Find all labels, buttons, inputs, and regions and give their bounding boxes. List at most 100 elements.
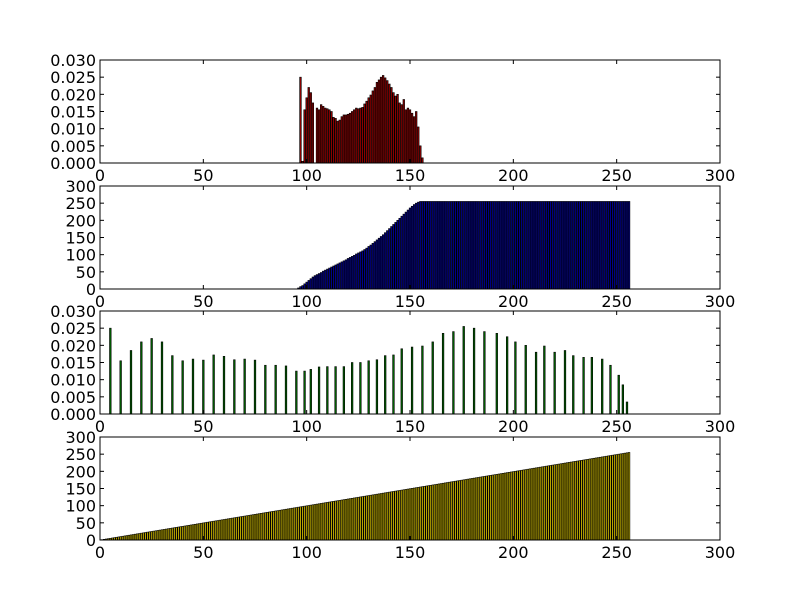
bar <box>479 201 482 290</box>
bar <box>297 506 300 541</box>
bar <box>348 257 352 290</box>
bar <box>402 489 405 541</box>
x-tick-label: 200 <box>498 292 529 311</box>
bar <box>514 341 517 415</box>
bar <box>353 109 356 164</box>
bar <box>419 486 422 541</box>
y-tick-label: 0.020 <box>50 85 96 104</box>
bar <box>138 533 141 541</box>
bar <box>154 530 157 541</box>
bar <box>125 535 128 541</box>
bar <box>346 113 350 164</box>
bar <box>491 474 494 541</box>
bar <box>317 503 321 541</box>
bar <box>373 241 376 290</box>
bar <box>119 360 122 415</box>
bar <box>619 453 622 541</box>
bar <box>578 460 581 541</box>
bar <box>590 458 593 541</box>
x-tick-label: 300 <box>705 292 736 311</box>
bar <box>330 111 333 164</box>
bar <box>462 479 465 541</box>
bar <box>537 201 540 290</box>
bar <box>468 201 472 290</box>
bar <box>547 465 550 541</box>
bar <box>353 497 356 541</box>
bar <box>191 524 195 541</box>
bar <box>371 243 374 290</box>
x-tick-label: 300 <box>705 417 736 436</box>
x-tick-label: 250 <box>601 166 632 185</box>
bar <box>220 519 224 541</box>
bar <box>129 350 133 415</box>
bar <box>592 457 596 541</box>
bar <box>408 109 412 164</box>
bar <box>470 478 474 541</box>
bar <box>576 460 579 541</box>
bar <box>446 482 449 541</box>
bar <box>152 530 155 541</box>
bar <box>586 458 589 541</box>
bar <box>373 87 376 164</box>
bar <box>456 201 459 290</box>
bars-subplot-4 <box>100 452 631 541</box>
x-tick-label: 250 <box>601 417 632 436</box>
bar <box>388 228 391 290</box>
bar <box>410 488 414 541</box>
bar <box>317 109 321 164</box>
bar <box>495 474 498 541</box>
bar <box>127 534 131 541</box>
bar <box>444 201 447 290</box>
bar <box>561 201 565 290</box>
bar <box>468 478 472 541</box>
bar <box>402 99 405 164</box>
y-tick-label: 200 <box>65 462 96 481</box>
bar <box>491 201 494 290</box>
x-tick-label: 250 <box>601 292 632 311</box>
bar <box>361 250 364 290</box>
bar <box>528 201 531 290</box>
bar <box>625 201 629 290</box>
bar <box>408 488 412 541</box>
bar <box>518 470 521 541</box>
bar <box>212 520 215 541</box>
bar <box>334 264 337 290</box>
bar <box>388 491 391 541</box>
bar <box>348 498 352 541</box>
bar <box>249 514 252 541</box>
bar <box>431 484 434 541</box>
bar <box>413 204 416 290</box>
bar <box>458 201 461 290</box>
bar <box>489 475 492 541</box>
bar <box>549 465 552 541</box>
bar <box>245 515 248 541</box>
bar <box>588 458 591 541</box>
bar <box>129 534 133 541</box>
bar <box>421 486 424 541</box>
bar <box>605 201 608 290</box>
bar <box>183 525 186 541</box>
bar <box>601 456 604 541</box>
bar <box>305 505 308 541</box>
bar <box>578 201 581 290</box>
bar <box>625 401 629 415</box>
bar <box>530 201 534 290</box>
bar <box>532 201 536 290</box>
bar <box>235 517 238 541</box>
bar <box>503 472 507 541</box>
bar <box>421 345 424 415</box>
bar <box>460 201 463 290</box>
bar <box>237 516 240 541</box>
bar <box>582 459 585 541</box>
bar <box>342 366 345 415</box>
bar <box>568 201 571 290</box>
bar <box>214 520 217 541</box>
bar <box>309 278 312 290</box>
bar <box>351 256 354 290</box>
bar <box>441 482 445 541</box>
bar <box>450 201 453 290</box>
bar <box>317 273 321 290</box>
bar <box>506 201 509 290</box>
bar <box>322 502 325 541</box>
